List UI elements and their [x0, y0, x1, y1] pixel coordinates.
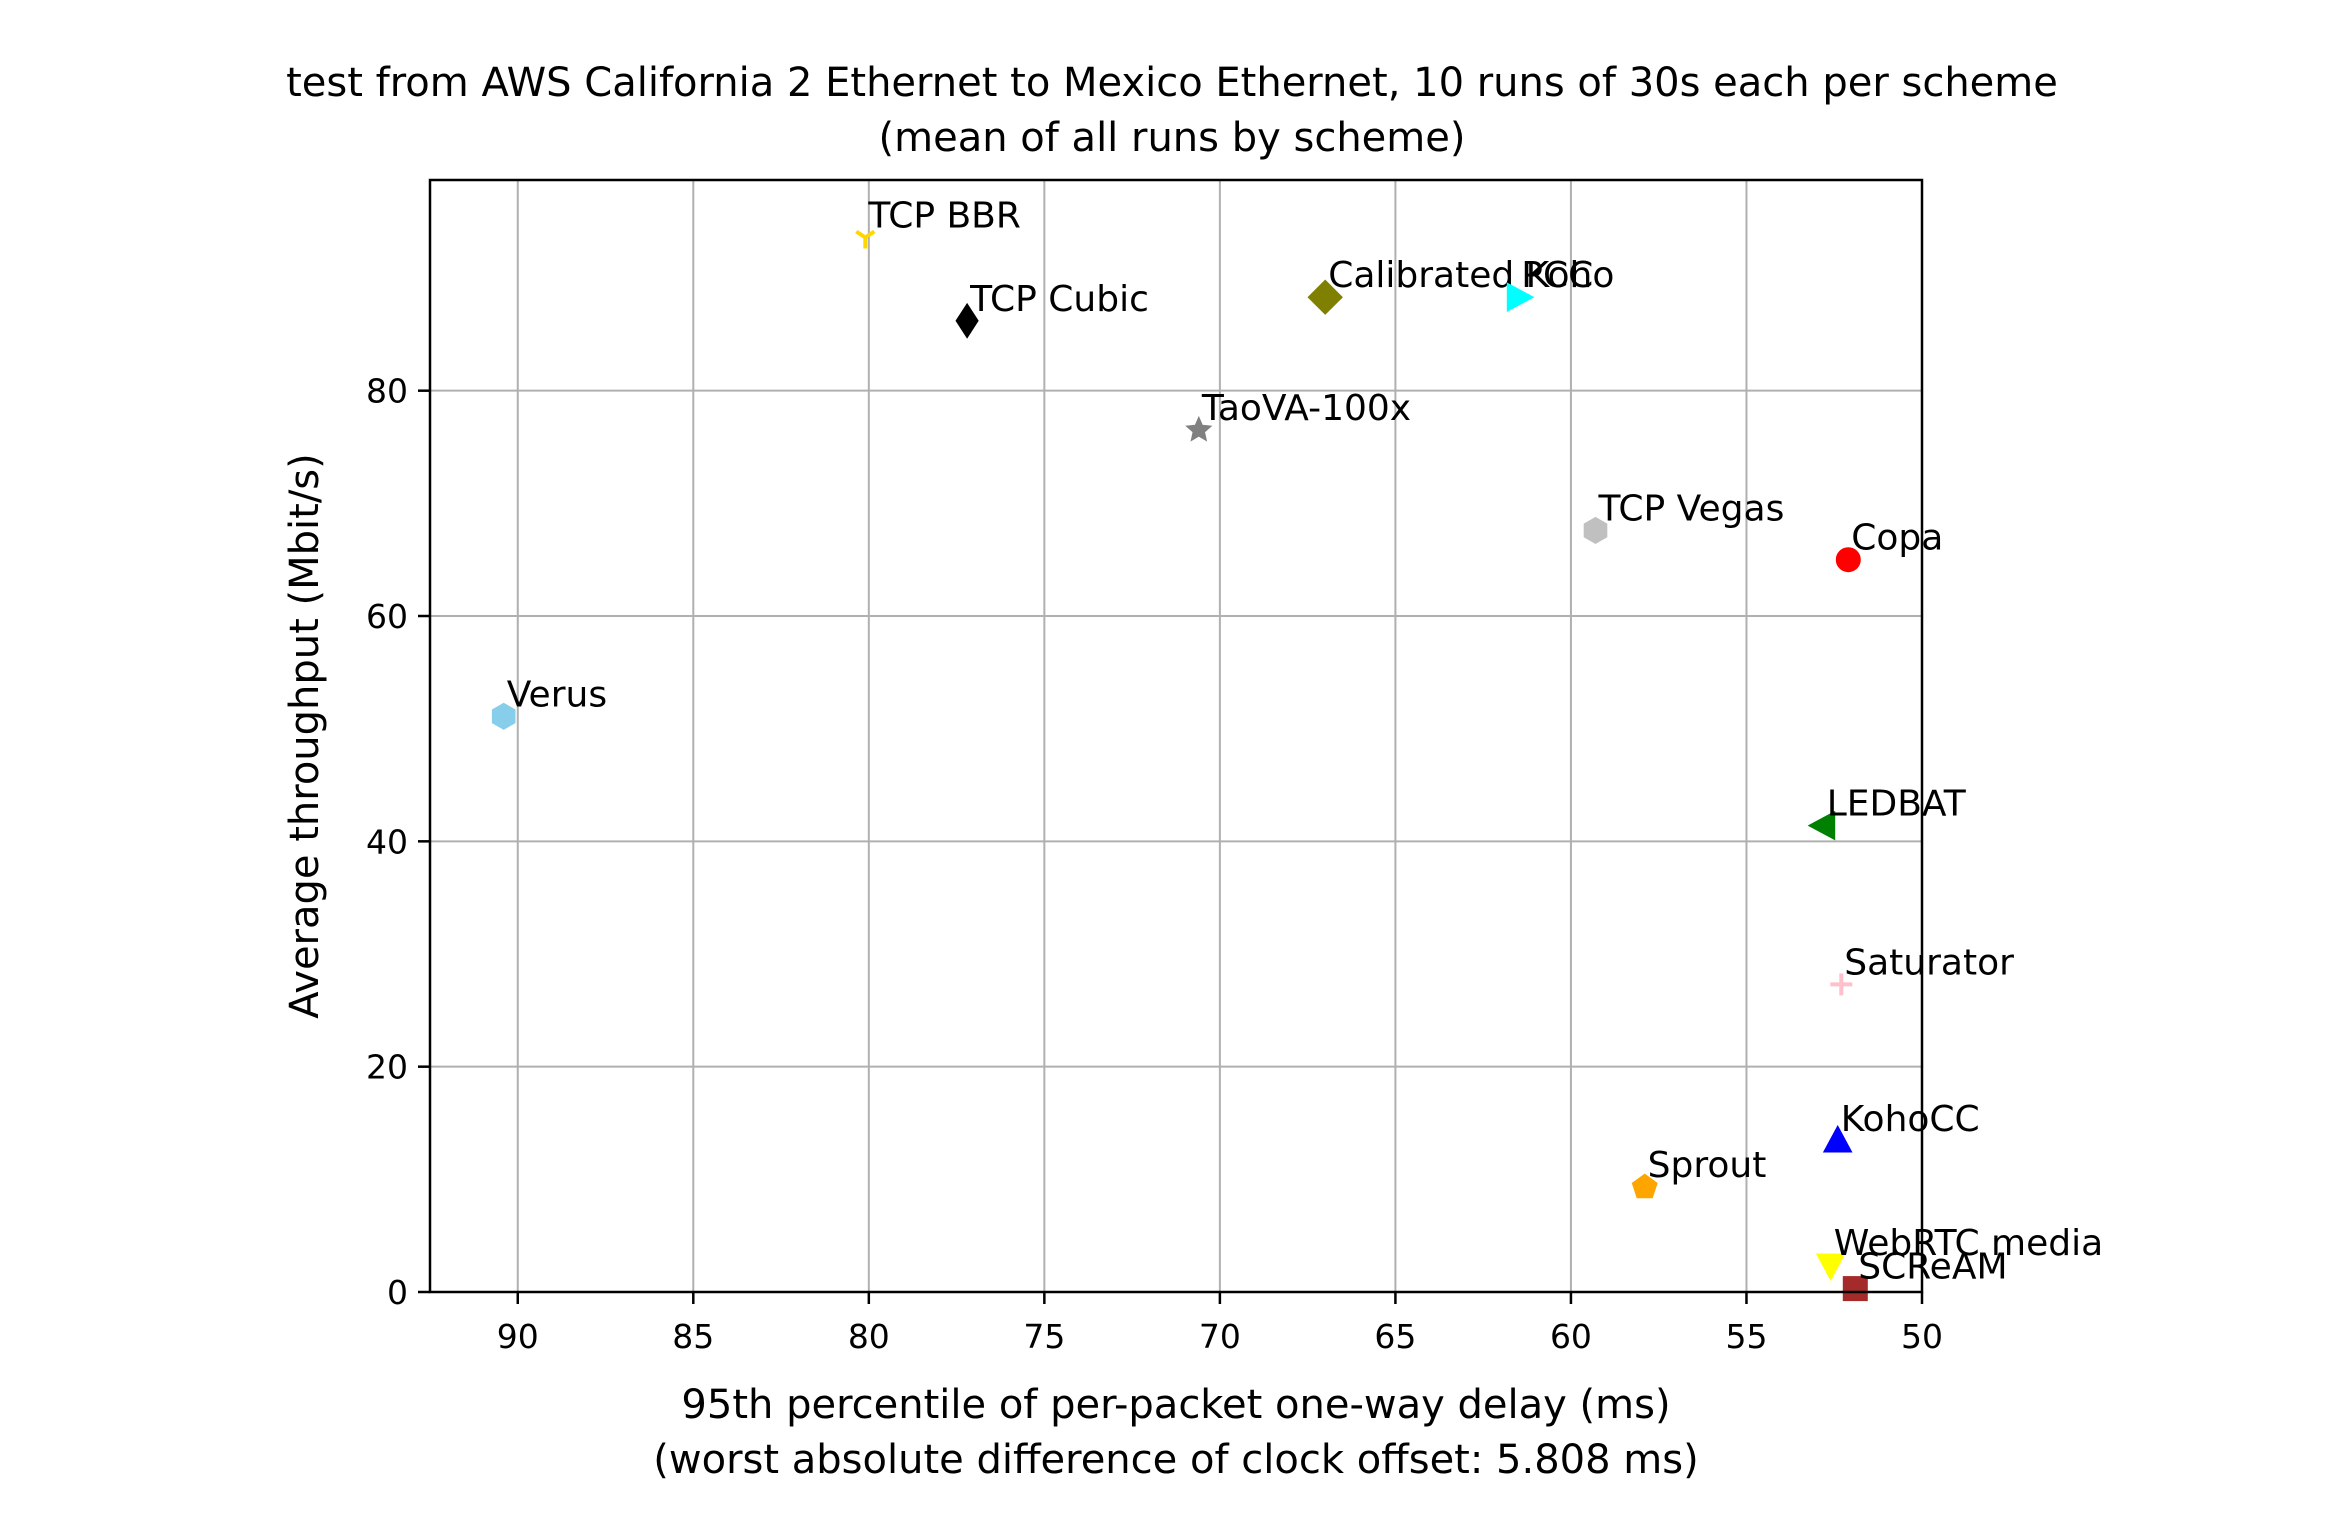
- point-tcp-vegas: [1583, 516, 1608, 544]
- point-saturator: [1830, 973, 1853, 996]
- plot-frame: [428, 178, 1924, 1294]
- point-sprout: [1631, 1173, 1658, 1199]
- point-label-taova-100x: TaoVA-100x: [1201, 388, 1411, 429]
- x-tick-label: 85: [672, 1317, 714, 1356]
- axis-ticks: 90 85 80 75 70 65 60 55 50 0 20 40 60 80: [366, 372, 1943, 1356]
- point-label-ledbat: LEDBAT: [1827, 784, 1967, 825]
- x-tick-label: 80: [848, 1317, 890, 1356]
- point-label-saturator: Saturator: [1844, 942, 2014, 983]
- x-axis-sublabel: (worst absolute difference of clock offs…: [653, 1437, 1698, 1483]
- point-label-tcp-bbr: TCP BBR: [867, 195, 1021, 236]
- y-tick-label: 20: [366, 1048, 408, 1087]
- point-label-webrtc-media: WebRTC media: [1834, 1223, 2103, 1264]
- point-ledbat: [1807, 810, 1836, 841]
- point-label-scream: SCReAM: [1858, 1247, 2007, 1288]
- point-copa: [1835, 547, 1861, 573]
- x-tick-label: 55: [1725, 1317, 1767, 1356]
- point-webrtc-media: [1815, 1253, 1846, 1282]
- point-scream: [1842, 1276, 1868, 1302]
- x-tick-label: 50: [1901, 1317, 1943, 1356]
- point-kohocc: [1822, 1124, 1853, 1153]
- point-label-pcc: PCC: [1521, 255, 1593, 296]
- chart-subtitle: (mean of all runs by scheme): [879, 115, 1466, 161]
- point-pcc: [1506, 282, 1535, 313]
- point-tcp-cubic: [955, 302, 979, 339]
- point-calibrated-koho: [1307, 279, 1343, 315]
- y-tick-label: 60: [366, 597, 408, 636]
- y-tick-label: 40: [366, 822, 408, 861]
- y-axis-label: Average throughput (Mbit/s): [282, 453, 328, 1019]
- chart-title: test from AWS California 2 Ethernet to M…: [286, 60, 2058, 106]
- point-label-calibrated-koho: Calibrated Koho: [1328, 255, 1614, 296]
- x-tick-label: 65: [1374, 1317, 1416, 1356]
- x-tick-label: 70: [1199, 1317, 1241, 1356]
- x-tick-label: 60: [1550, 1317, 1592, 1356]
- point-label-sprout: Sprout: [1648, 1145, 1767, 1186]
- point-taova-100x: [1185, 415, 1213, 442]
- point-verus: [491, 702, 516, 730]
- y-tick-label: 80: [366, 372, 408, 411]
- point-tcp-bbr: [855, 229, 876, 249]
- point-label-kohocc: KohoCC: [1841, 1099, 1980, 1140]
- point-label-tcp-vegas: TCP Vegas: [1598, 488, 1785, 529]
- point-label-tcp-cubic: TCP Cubic: [969, 279, 1149, 320]
- x-tick-label: 75: [1023, 1317, 1065, 1356]
- point-label-copa: Copa: [1851, 518, 1943, 559]
- grid-lines: [430, 180, 1923, 1293]
- x-tick-label: 90: [497, 1317, 539, 1356]
- x-axis-label: 95th percentile of per-packet one-way de…: [681, 1382, 1670, 1428]
- point-label-verus: Verus: [507, 674, 607, 715]
- y-tick-label: 0: [387, 1273, 408, 1312]
